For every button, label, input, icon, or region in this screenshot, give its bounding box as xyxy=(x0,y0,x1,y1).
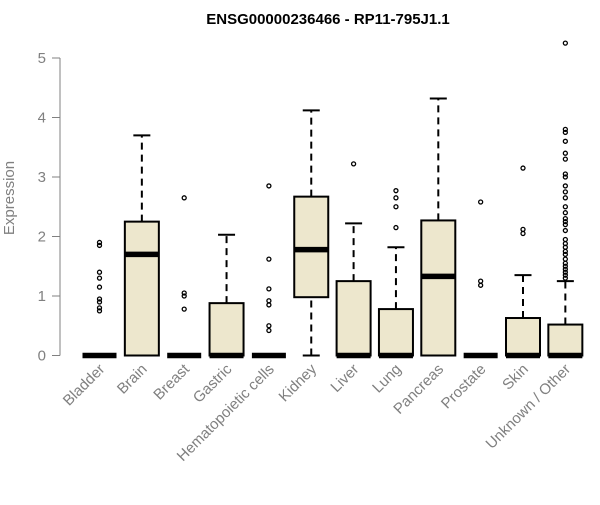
outlier-point xyxy=(520,165,526,171)
outlier-point xyxy=(562,129,568,136)
outlier-point xyxy=(562,236,568,243)
box-liver xyxy=(335,161,372,359)
box-iqr xyxy=(420,219,457,357)
outlier-point xyxy=(562,263,568,269)
outlier-point xyxy=(350,161,357,167)
y-tick-label: 0 xyxy=(38,348,46,365)
outlier-point xyxy=(562,195,568,201)
chart-title: ENSG00000236466 - RP11-795J1.1 xyxy=(206,11,450,28)
box-iqr xyxy=(377,308,414,357)
outlier-point xyxy=(562,275,568,281)
y-axis-label: Expression xyxy=(1,161,18,235)
outlier-point xyxy=(266,302,272,308)
box-skin xyxy=(505,165,541,359)
outlier-point xyxy=(562,215,568,222)
x-tick-label: Brain xyxy=(114,361,151,398)
outlier-point xyxy=(562,126,568,133)
outlier-point xyxy=(562,269,568,275)
box-bladder xyxy=(82,239,117,359)
box-breast xyxy=(167,195,202,359)
outlier-point xyxy=(520,226,526,233)
x-tick-label: Skin xyxy=(499,361,532,394)
outlier-point xyxy=(266,327,272,334)
y-tick-label: 4 xyxy=(38,110,46,127)
outlier-point xyxy=(96,305,103,311)
outlier-point xyxy=(266,323,272,329)
x-tick-label: Prostate xyxy=(438,361,490,413)
outlier-point xyxy=(96,299,103,305)
outlier-point xyxy=(562,227,568,234)
box-iqr xyxy=(208,302,245,357)
outlier-point xyxy=(562,171,568,177)
outlier-point xyxy=(562,204,568,210)
y-tick-label: 1 xyxy=(38,288,46,305)
outlier-point xyxy=(562,174,568,180)
outlier-point xyxy=(181,195,187,201)
y-axis: 0 1 2 3 4 5 xyxy=(38,50,61,365)
outlier-point xyxy=(266,256,272,262)
outlier-point xyxy=(181,290,187,296)
box-gastric xyxy=(208,233,245,359)
x-tick-label: Kidney xyxy=(276,360,321,405)
outlier-point xyxy=(562,210,568,216)
box-pancreas xyxy=(420,97,457,357)
outlier-point xyxy=(562,183,568,189)
outlier-point xyxy=(562,266,568,272)
outlier-point xyxy=(96,242,103,249)
y-tick-label: 3 xyxy=(38,169,46,186)
outlier-point xyxy=(562,260,568,266)
outlier-point xyxy=(96,296,103,302)
outlier-point xyxy=(562,150,568,156)
outlier-point xyxy=(562,248,568,255)
outlier-point xyxy=(96,284,103,290)
box-lung xyxy=(377,188,414,359)
outlier-point xyxy=(181,306,187,312)
outlier-point xyxy=(477,199,484,205)
outlier-point xyxy=(181,293,187,299)
box-hematopoietic-cells xyxy=(251,183,286,359)
outlier-point xyxy=(562,256,568,262)
outlier-point xyxy=(477,278,484,284)
outlier-point xyxy=(393,204,399,210)
x-tick-label: Lung xyxy=(369,361,405,397)
outlier-point xyxy=(96,269,103,275)
outlier-point xyxy=(562,251,568,258)
outlier-point xyxy=(393,195,399,201)
outlier-point xyxy=(562,221,568,228)
outlier-point xyxy=(266,183,272,189)
outlier-point xyxy=(266,298,272,304)
box-iqr xyxy=(547,323,584,357)
outlier-point xyxy=(562,156,568,162)
outlier-point xyxy=(562,40,568,46)
outlier-point xyxy=(520,230,526,237)
x-tick-label: Breast xyxy=(150,360,193,403)
boxes-layer xyxy=(82,40,584,359)
outlier-point xyxy=(96,239,103,246)
box-unknown-other xyxy=(547,40,584,359)
box-prostate xyxy=(463,199,498,359)
box-iqr xyxy=(123,220,160,357)
outlier-point xyxy=(393,224,399,231)
box-iqr xyxy=(505,317,541,357)
y-tick-label: 2 xyxy=(38,229,46,246)
box-iqr xyxy=(335,280,372,357)
outlier-point xyxy=(562,244,568,250)
x-tick-label: Liver xyxy=(327,361,362,396)
y-tick-label: 5 xyxy=(38,50,46,67)
box-kidney xyxy=(293,109,330,357)
x-tick-label: Bladder xyxy=(60,361,109,410)
outlier-point xyxy=(477,282,484,288)
outlier-point xyxy=(96,308,103,314)
outlier-point xyxy=(562,138,568,144)
box-brain xyxy=(123,134,160,357)
outlier-point xyxy=(562,218,568,225)
outlier-point xyxy=(562,272,568,278)
outlier-point xyxy=(393,188,399,194)
outlier-point xyxy=(266,286,272,292)
outlier-point xyxy=(562,189,568,195)
outlier-point xyxy=(96,275,103,281)
